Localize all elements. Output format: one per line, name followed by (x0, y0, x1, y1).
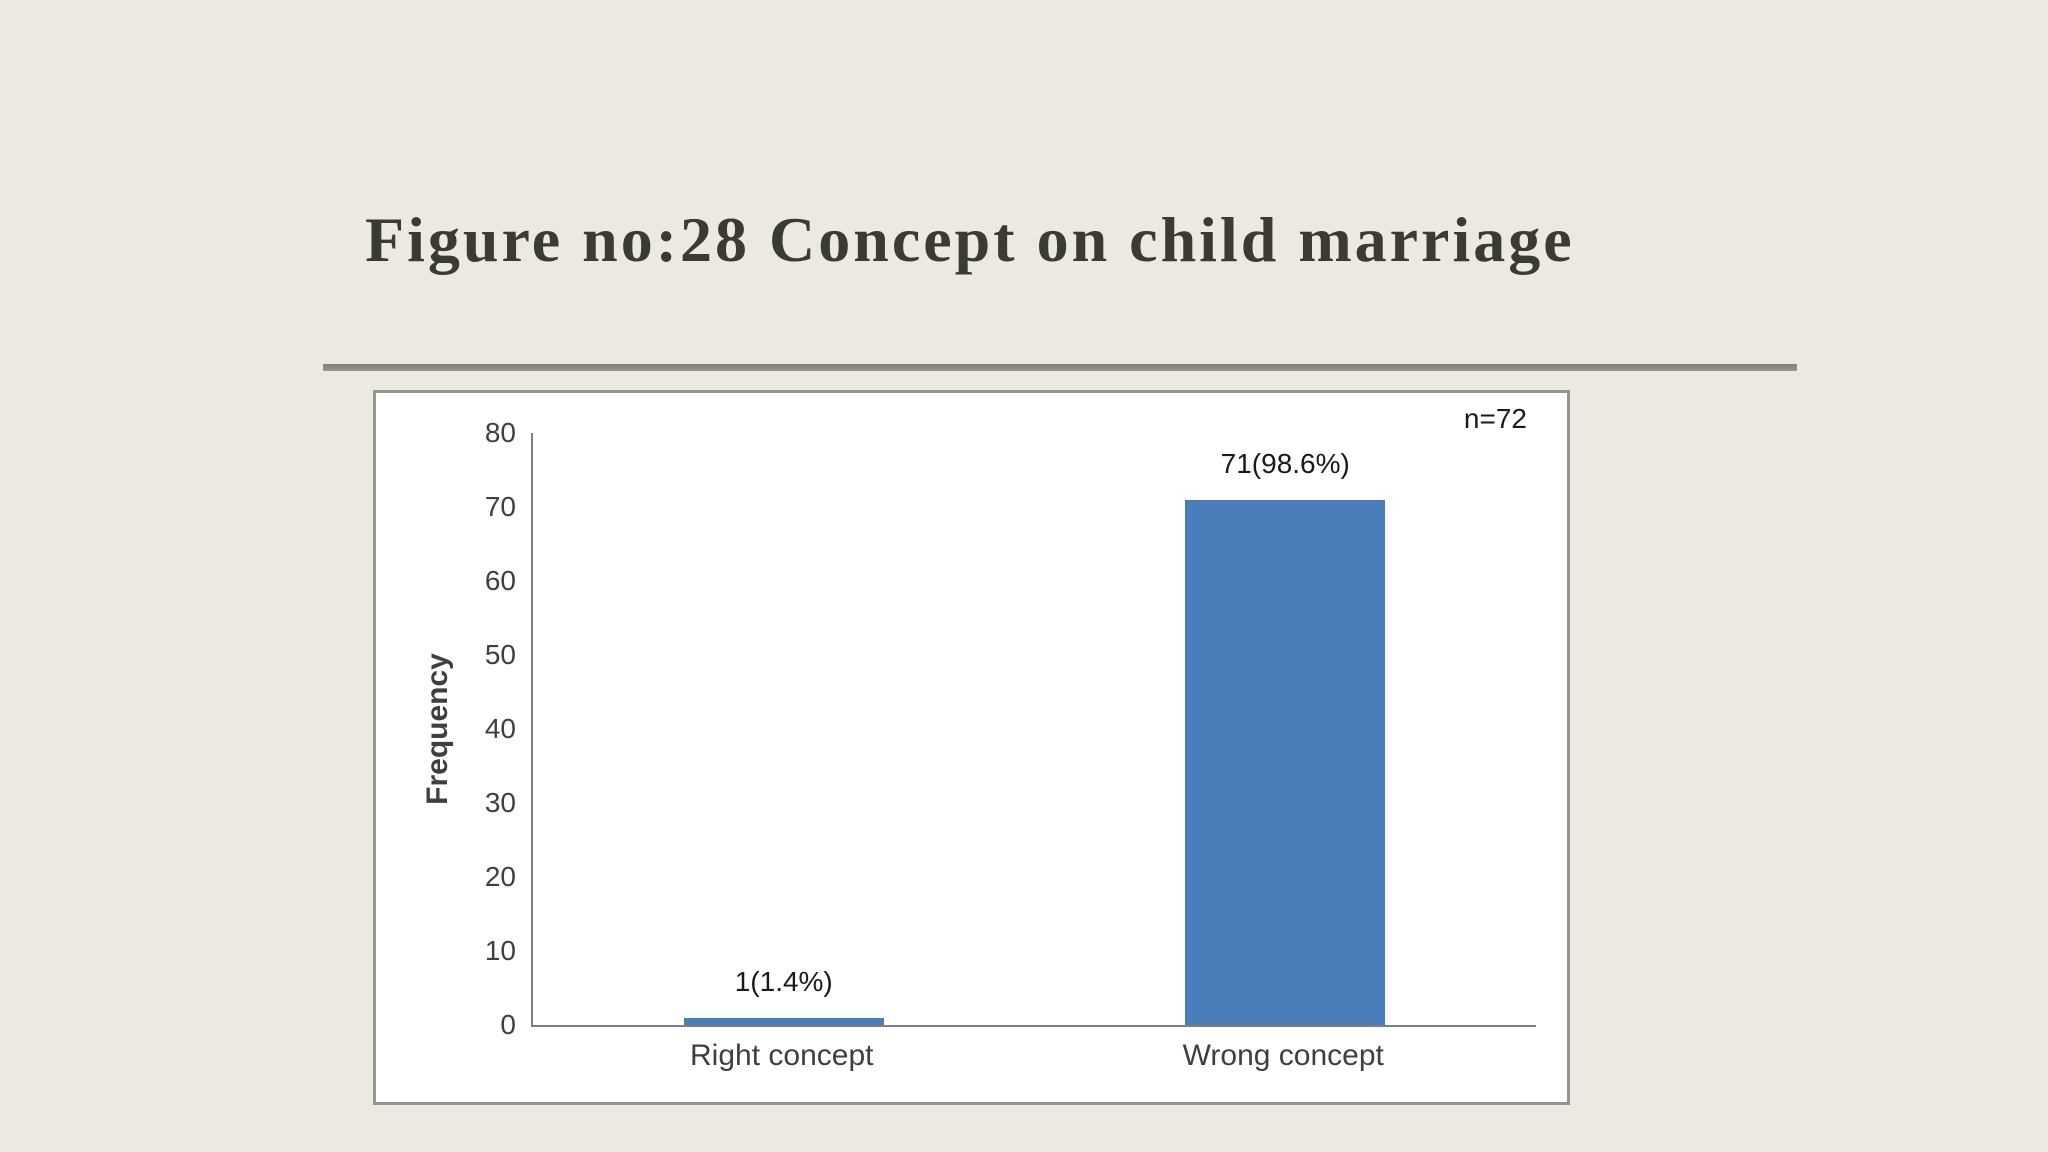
figure-title: Figure no:28 Concept on child marriage (365, 204, 1575, 275)
sample-size-annotation: n=72 (1463, 403, 1527, 434)
bar-slot: 1(1.4%) (533, 433, 1035, 1025)
category-label: Wrong concept (1182, 1039, 1384, 1072)
chart-panel: n=72 Frequency 80 70 60 50 40 30 20 10 0 1(1.4%)… (373, 390, 1570, 1105)
bar-value-label: 1(1.4%) (734, 966, 833, 997)
y-tick-label: 0 (500, 1009, 516, 1040)
y-axis-ticks: 80 70 60 50 40 30 20 10 0 (376, 418, 516, 1040)
y-tick-label: 20 (484, 861, 516, 892)
bar-right-concept (683, 1018, 884, 1025)
y-tick-label: 50 (484, 639, 516, 670)
y-tick-label: 30 (484, 787, 516, 818)
plot-area: 1(1.4%) 71(98.6%) (531, 433, 1536, 1027)
y-tick-label: 70 (484, 491, 516, 522)
y-tick-label: 40 (484, 713, 516, 744)
category-label: Right concept (690, 1039, 874, 1072)
bar-slot: 71(98.6%) (1035, 433, 1537, 1025)
bar-value-label: 71(98.6%) (1220, 448, 1350, 479)
y-tick-label: 60 (484, 565, 516, 596)
title-divider (323, 364, 1797, 371)
bar-wrong-concept (1185, 500, 1386, 1025)
y-tick-label: 80 (484, 417, 516, 448)
x-axis-labels: Right concept Wrong concept (531, 1039, 1534, 1073)
y-tick-label: 10 (484, 935, 516, 966)
